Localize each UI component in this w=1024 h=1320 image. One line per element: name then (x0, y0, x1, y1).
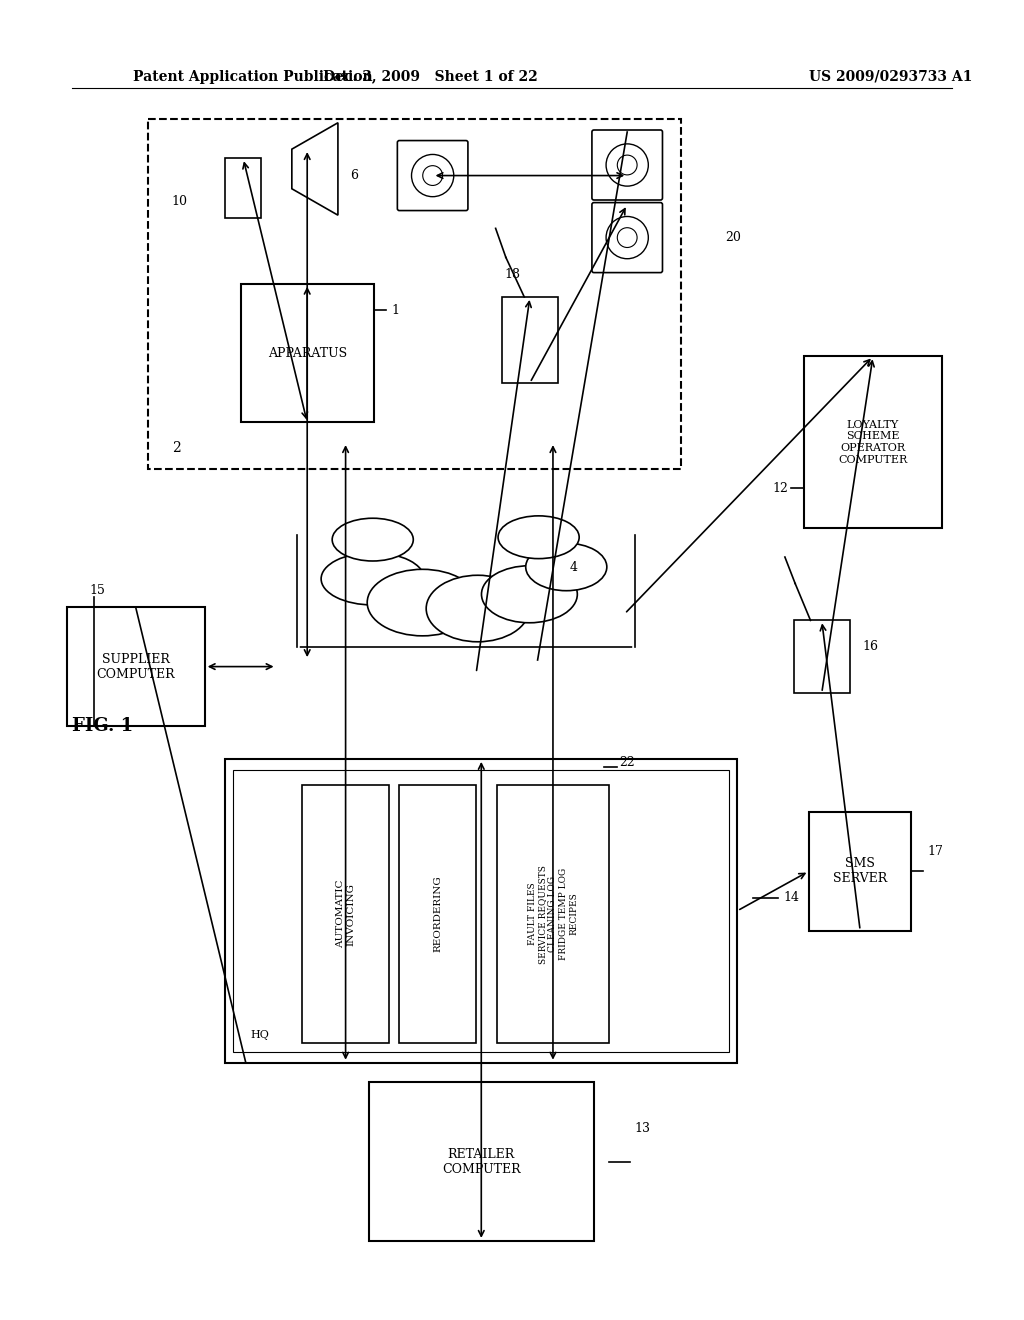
Bar (369, 1082, 594, 1241)
Text: RETAILER
COMPUTER: RETAILER COMPUTER (442, 1147, 520, 1176)
Ellipse shape (525, 544, 607, 590)
Text: HQ: HQ (251, 1030, 269, 1040)
Bar (502, 297, 558, 383)
Text: US 2009/0293733 A1: US 2009/0293733 A1 (809, 70, 973, 83)
Text: 20: 20 (725, 231, 741, 244)
Bar (241, 284, 374, 422)
Text: AUTOMATIC
INVOICING: AUTOMATIC INVOICING (336, 880, 355, 948)
Bar (809, 812, 911, 931)
FancyBboxPatch shape (397, 140, 468, 211)
Bar (225, 759, 737, 1063)
Text: 17: 17 (928, 845, 944, 858)
Text: 18: 18 (504, 268, 520, 281)
Text: 4: 4 (569, 561, 578, 574)
Bar (399, 785, 476, 1043)
Bar (67, 607, 205, 726)
Ellipse shape (481, 566, 578, 623)
Ellipse shape (322, 553, 424, 605)
Text: LOYALTY
SCHEME
OPERATOR
COMPUTER: LOYALTY SCHEME OPERATOR COMPUTER (839, 420, 907, 465)
Ellipse shape (368, 569, 478, 636)
Text: 14: 14 (783, 891, 800, 904)
Text: 15: 15 (89, 583, 105, 597)
Text: 6: 6 (350, 169, 358, 182)
Text: 1: 1 (391, 304, 399, 317)
Text: REORDERING: REORDERING (433, 875, 442, 953)
Ellipse shape (426, 576, 529, 642)
FancyBboxPatch shape (592, 202, 663, 273)
Text: SUPPLIER
COMPUTER: SUPPLIER COMPUTER (96, 652, 175, 681)
Bar (271, 429, 640, 693)
Text: SMS
SERVER: SMS SERVER (834, 857, 887, 886)
FancyBboxPatch shape (592, 129, 663, 201)
Text: 22: 22 (620, 756, 635, 770)
Text: 10: 10 (171, 195, 187, 207)
Ellipse shape (332, 519, 414, 561)
Ellipse shape (498, 516, 580, 558)
Bar (148, 119, 681, 469)
Bar (302, 785, 389, 1043)
Text: FIG. 1: FIG. 1 (72, 717, 133, 735)
Text: Dec. 3, 2009   Sheet 1 of 22: Dec. 3, 2009 Sheet 1 of 22 (323, 70, 538, 83)
Text: 16: 16 (862, 640, 879, 653)
Bar (804, 356, 942, 528)
Text: 13: 13 (635, 1122, 651, 1135)
Text: FAULT FILES
SERVICE REQUESTS
CLEANING LOG
FRIDGE TEMP LOG
RECIPES: FAULT FILES SERVICE REQUESTS CLEANING LO… (527, 865, 579, 964)
Bar (233, 770, 729, 1052)
Bar (794, 620, 850, 693)
Text: Patent Application Publication: Patent Application Publication (133, 70, 373, 83)
Text: 12: 12 (772, 482, 788, 495)
Bar (225, 158, 261, 218)
Bar (497, 785, 609, 1043)
Text: APPARATUS: APPARATUS (267, 347, 347, 359)
Text: 2: 2 (172, 441, 181, 455)
